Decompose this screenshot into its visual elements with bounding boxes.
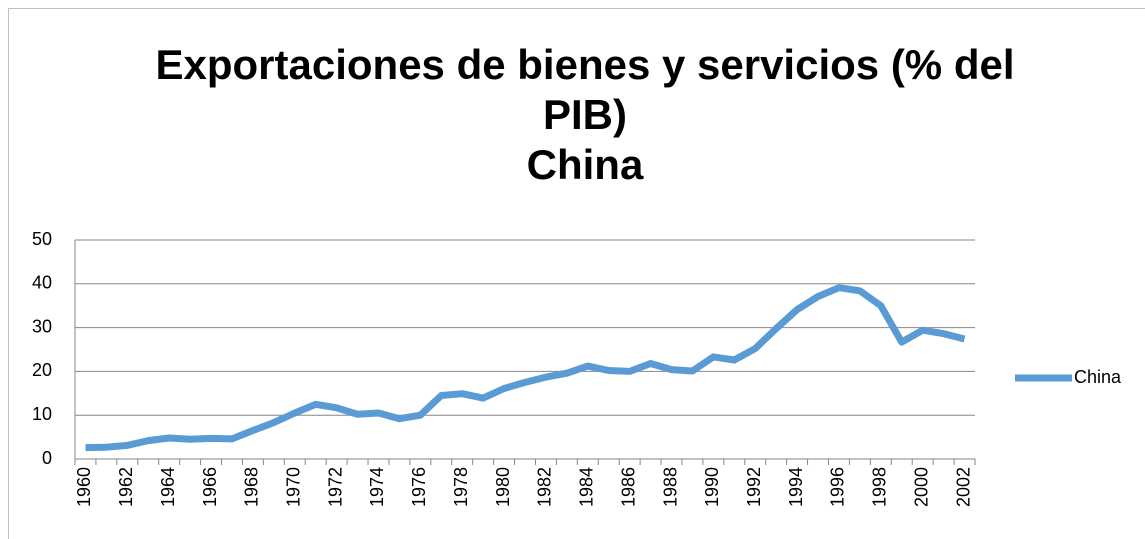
x-tick-label: 2000 (911, 467, 931, 507)
x-tick-label: 1972 (325, 467, 345, 507)
x-tick-label: 1968 (242, 467, 262, 507)
x-tick-label: 1994 (786, 467, 806, 507)
y-tick-label: 50 (32, 229, 52, 249)
x-tick-label: 1992 (744, 467, 764, 507)
x-tick-label: 1960 (74, 467, 94, 507)
legend-label: China (1074, 367, 1122, 387)
x-tick-label: 1986 (618, 467, 638, 507)
y-tick-label: 0 (42, 448, 52, 468)
x-tick-label: 1984 (577, 467, 597, 507)
x-tick-label: 2002 (953, 467, 973, 507)
chart-border (8, 8, 1145, 539)
y-tick-label: 40 (32, 273, 52, 293)
subtitle-text: China (526, 141, 644, 188)
y-tick-label: 20 (32, 360, 52, 380)
x-tick-label: 1996 (828, 467, 848, 507)
title-text: Exportaciones de bienes y servicios (% d… (155, 41, 1015, 138)
chart-title: Exportaciones de bienes y servicios (% d… (150, 40, 1020, 190)
x-tick-label: 1974 (367, 467, 387, 507)
x-tick-label: 1962 (116, 467, 136, 507)
x-tick-label: 1998 (870, 467, 890, 507)
x-tick-label: 1980 (493, 467, 513, 507)
x-tick-label: 1964 (158, 467, 178, 507)
y-tick-label: 30 (32, 316, 52, 336)
x-tick-label: 1988 (660, 467, 680, 507)
x-tick-label: 1976 (409, 467, 429, 507)
x-tick-label: 1990 (702, 467, 722, 507)
x-tick-label: 1966 (200, 467, 220, 507)
x-tick-label: 1970 (284, 467, 304, 507)
y-tick-label: 10 (32, 404, 52, 424)
line-series (85, 284, 966, 452)
x-tick-label: 1982 (535, 467, 555, 507)
x-tick-label: 1978 (451, 467, 471, 507)
